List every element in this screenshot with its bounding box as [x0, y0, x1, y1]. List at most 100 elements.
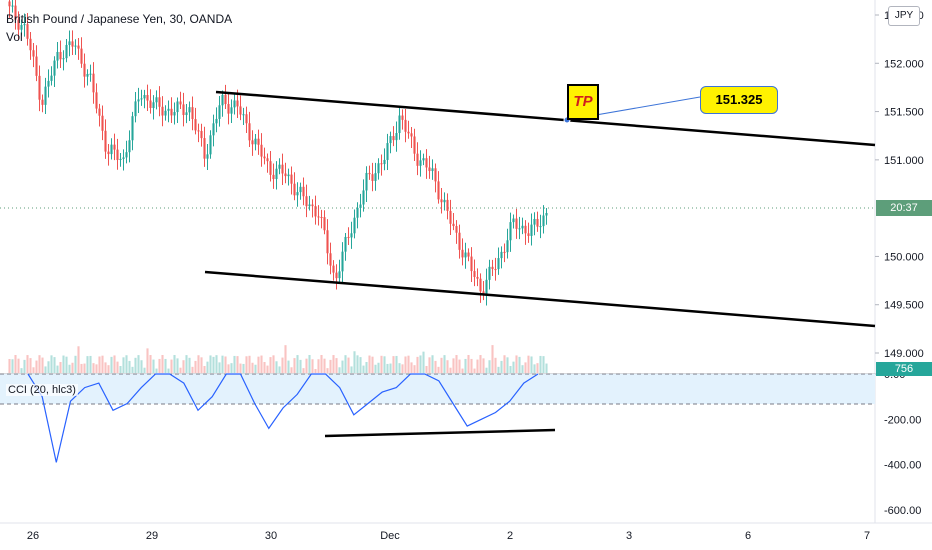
volume-bar: [302, 368, 305, 373]
volume-bar: [530, 356, 533, 373]
volume-bar: [356, 355, 359, 373]
candle-body: [104, 130, 107, 152]
volume-bar: [257, 356, 260, 373]
candle-body: [296, 192, 299, 196]
candle-body: [152, 102, 155, 108]
candle-body: [167, 108, 170, 111]
candle-body: [191, 107, 194, 120]
candle-body: [416, 153, 419, 166]
candle-body: [374, 173, 377, 181]
volume-bar: [50, 355, 53, 373]
volume-bar: [377, 362, 380, 373]
candle-body: [512, 218, 515, 223]
candle-body: [245, 114, 248, 124]
candle-body: [173, 112, 176, 116]
candle-body: [23, 24, 26, 26]
volume-bar: [311, 359, 314, 373]
volume-bar: [452, 358, 455, 373]
candle-body: [329, 253, 332, 266]
candle-body: [440, 199, 443, 203]
volume-bar: [314, 368, 317, 373]
candle-body: [380, 163, 383, 165]
candle-body: [233, 100, 236, 108]
candle-body: [419, 160, 422, 166]
current-price-tag: 20:37: [876, 200, 932, 216]
candle-body: [71, 41, 74, 47]
candle-body: [389, 136, 392, 144]
candle-body: [524, 225, 527, 234]
target-price-callout[interactable]: 151.325: [700, 86, 778, 114]
volume-bar: [344, 355, 347, 373]
price-axis-ticks: 152.500152.000151.500151.000150.000149.5…: [875, 10, 924, 360]
volume-bar: [515, 355, 518, 373]
currency-badge[interactable]: JPY: [888, 6, 920, 26]
volume-bar: [161, 355, 164, 373]
cci-axis-ticks: 0.00-200.00-400.00-600.00: [884, 369, 921, 517]
volume-bar: [101, 355, 104, 373]
volume-bar: [476, 359, 479, 373]
candle-body: [164, 110, 167, 116]
candle-body: [200, 130, 203, 139]
volume-bar: [332, 355, 335, 373]
cci-series: [27, 373, 539, 463]
time-tick-label: 26: [27, 530, 39, 542]
candle-body: [392, 136, 395, 141]
cci-line: [27, 373, 539, 463]
volume-bar: [29, 358, 32, 373]
volume-bar: [128, 360, 131, 373]
candle-body: [446, 199, 449, 211]
candle-body: [65, 44, 68, 59]
volume-bar: [398, 363, 401, 373]
volume-bar: [368, 355, 371, 373]
price-tick-label: 150.000: [884, 251, 924, 263]
channel-upper-trendline[interactable]: [215, 90, 876, 147]
candle-body: [188, 107, 191, 113]
volume-bar: [74, 355, 77, 373]
volume-bar: [380, 355, 383, 373]
candle-body: [95, 92, 98, 109]
candle-body: [503, 251, 506, 253]
candle-body: [365, 172, 368, 191]
volume-bar: [491, 345, 494, 373]
candle-body: [269, 161, 272, 175]
volume-bar: [119, 366, 122, 373]
cci-support-trendline[interactable]: [324, 428, 556, 438]
symbol-title: British Pound / Japanese Yen, 30, OANDA: [6, 12, 233, 26]
candle-body: [530, 224, 533, 236]
volume-bar: [482, 358, 485, 373]
chart-legend: British Pound / Japanese Yen, 30, OANDA …: [6, 10, 232, 46]
channel-lower-trendline[interactable]: [204, 270, 876, 328]
volume-bar: [545, 363, 548, 373]
volume-bar: [146, 348, 149, 373]
volume-bar: [464, 358, 467, 373]
tp-label-box[interactable]: TP: [567, 84, 599, 120]
candle-body: [413, 136, 416, 154]
time-tick-label: 2: [507, 530, 513, 542]
time-tick-label: 7: [864, 530, 870, 542]
candle-body: [257, 138, 260, 145]
volume-bar: [269, 357, 272, 373]
volume-bar: [488, 360, 491, 373]
volume-bar: [395, 355, 398, 373]
volume-bar: [470, 358, 473, 373]
candle-body: [224, 94, 227, 105]
candle-body: [80, 48, 83, 64]
candle-body: [209, 135, 212, 155]
time-tick-label: 29: [146, 530, 158, 542]
volume-bar: [335, 358, 338, 373]
candle-body: [137, 99, 140, 102]
volume-bars: [8, 345, 548, 373]
candle-body: [134, 101, 137, 117]
volume-bar: [440, 357, 443, 373]
volume-bar: [539, 355, 542, 373]
candle-body: [425, 158, 428, 168]
volume-bar: [317, 359, 320, 373]
volume-bar: [230, 363, 233, 373]
volume-bar: [419, 355, 422, 373]
candle-body: [473, 271, 476, 277]
candle-body: [230, 107, 233, 114]
volume-bar: [359, 357, 362, 373]
volume-bar: [341, 360, 344, 373]
volume-bar: [164, 358, 167, 373]
